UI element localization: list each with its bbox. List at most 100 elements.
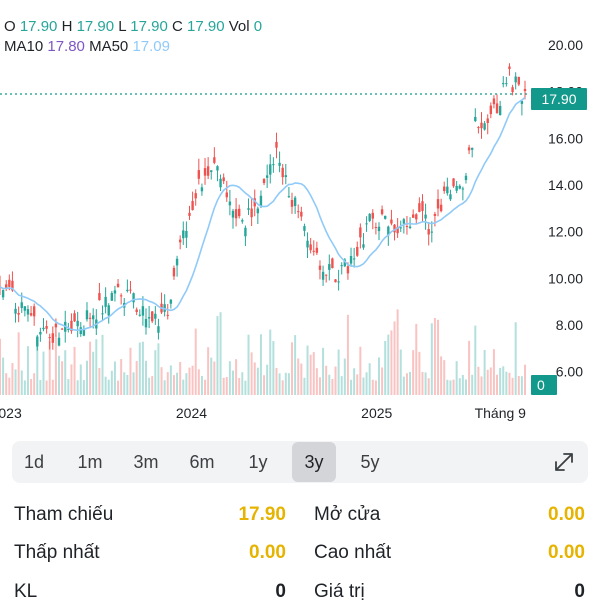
volume-bar bbox=[263, 375, 266, 395]
candle-body bbox=[393, 224, 396, 233]
volume-bar bbox=[138, 342, 141, 395]
high-label: H bbox=[61, 18, 73, 35]
volume-bar bbox=[318, 377, 321, 395]
candle-body bbox=[443, 186, 446, 192]
volume-bar bbox=[85, 360, 88, 395]
candle-body bbox=[73, 313, 76, 322]
candle-body bbox=[390, 219, 393, 224]
candle-body bbox=[346, 266, 350, 274]
volume-bar bbox=[166, 372, 169, 395]
volume-bar bbox=[359, 346, 362, 395]
timeframe-6m[interactable]: 6m bbox=[189, 452, 215, 472]
candle-body bbox=[421, 201, 424, 211]
volume-bar bbox=[151, 376, 154, 395]
volume-bar bbox=[228, 361, 231, 395]
candle-body bbox=[281, 167, 284, 178]
candle-body bbox=[213, 157, 216, 163]
candle-body bbox=[399, 227, 402, 229]
candle-body bbox=[349, 255, 353, 264]
candle-body bbox=[511, 87, 514, 93]
candle-body bbox=[402, 219, 406, 224]
candle-body bbox=[505, 83, 508, 85]
candle-body bbox=[14, 308, 17, 314]
volume-bar bbox=[120, 359, 123, 395]
timeframe-3m[interactable]: 3m bbox=[133, 452, 159, 472]
volume-bar bbox=[322, 347, 325, 395]
volume-bar bbox=[244, 380, 247, 395]
volume-bar bbox=[132, 372, 135, 395]
candle-body bbox=[234, 209, 238, 219]
candle-body bbox=[408, 226, 412, 229]
candle-body bbox=[222, 177, 225, 182]
volume-bar bbox=[281, 380, 284, 395]
timeframe-selector: 1d 1m 3m 6m 1y 3y 5y bbox=[12, 441, 588, 483]
volume-bar bbox=[424, 372, 427, 395]
chart-canvas[interactable]: 20.0018.0016.0014.0012.0010.008.006.0020… bbox=[0, 0, 600, 430]
volume-bar bbox=[82, 380, 85, 395]
candle-body bbox=[371, 212, 374, 219]
candle-body bbox=[405, 226, 409, 228]
volume-bar bbox=[2, 357, 5, 395]
volume-bar bbox=[325, 365, 328, 395]
volume-bar bbox=[219, 312, 222, 395]
candle-body bbox=[489, 105, 493, 115]
candle-body bbox=[436, 199, 440, 209]
volume-bar bbox=[399, 349, 402, 395]
volume-bar bbox=[461, 375, 464, 395]
volume-bar bbox=[390, 330, 393, 395]
volume-bar bbox=[169, 365, 172, 395]
volume-bar bbox=[157, 343, 160, 395]
candle-body bbox=[8, 279, 11, 287]
candle-body bbox=[197, 170, 201, 179]
volume-bar bbox=[117, 380, 120, 395]
candle-body bbox=[502, 83, 505, 85]
timeframe-3y[interactable]: 3y bbox=[292, 442, 336, 482]
volume-bar bbox=[306, 345, 309, 395]
candle-body bbox=[498, 105, 502, 116]
candle-body bbox=[107, 305, 110, 316]
candle-body bbox=[324, 274, 328, 276]
volume-bar bbox=[51, 379, 54, 395]
volume-label: Vol bbox=[228, 18, 250, 35]
candle-body bbox=[5, 284, 8, 288]
candle-body bbox=[76, 320, 79, 327]
candle-body bbox=[439, 204, 443, 212]
volume-bar bbox=[483, 349, 486, 395]
ma-legend: MA10 17.80 MA50 17.09 bbox=[4, 37, 170, 57]
candle-body bbox=[175, 258, 179, 266]
timeframe-1d[interactable]: 1d bbox=[23, 452, 45, 472]
candle-body bbox=[203, 168, 207, 176]
ma10-value: 17.80 bbox=[47, 38, 85, 55]
candle-body bbox=[334, 279, 337, 283]
candle-body bbox=[328, 264, 331, 270]
volume-bar bbox=[256, 367, 259, 395]
time-axis-label: 2024 bbox=[176, 405, 207, 421]
time-axis-label: 2025 bbox=[361, 405, 392, 421]
low-value: 17.90 bbox=[130, 18, 168, 35]
timeframe-1y[interactable]: 1y bbox=[248, 452, 268, 472]
volume-bar bbox=[14, 369, 17, 395]
candle-body bbox=[247, 208, 250, 210]
candle-body bbox=[275, 141, 278, 148]
volume-bar bbox=[107, 379, 110, 395]
volume-bar bbox=[197, 369, 200, 395]
volume-bar bbox=[61, 361, 64, 395]
candle-body bbox=[284, 175, 287, 177]
timeframe-1m[interactable]: 1m bbox=[77, 452, 103, 472]
volume-bar bbox=[26, 346, 29, 395]
candle-body bbox=[427, 229, 430, 235]
candle-body bbox=[315, 247, 319, 253]
volume-bar bbox=[207, 347, 210, 395]
timeframe-5y[interactable]: 5y bbox=[360, 452, 380, 472]
volume-bar bbox=[235, 359, 238, 395]
expand-diagonal-icon[interactable] bbox=[553, 451, 575, 473]
candle-body bbox=[23, 306, 27, 311]
volume-bar bbox=[508, 372, 511, 395]
candle-body bbox=[206, 166, 210, 176]
volume-bar bbox=[430, 323, 433, 395]
volume-info-label: KL bbox=[14, 581, 38, 600]
volume-bar bbox=[524, 364, 526, 395]
price-chart[interactable]: 20.0018.0016.0014.0012.0010.008.006.0020… bbox=[0, 0, 600, 430]
candle-body bbox=[508, 66, 511, 69]
open-label: O bbox=[4, 18, 16, 35]
